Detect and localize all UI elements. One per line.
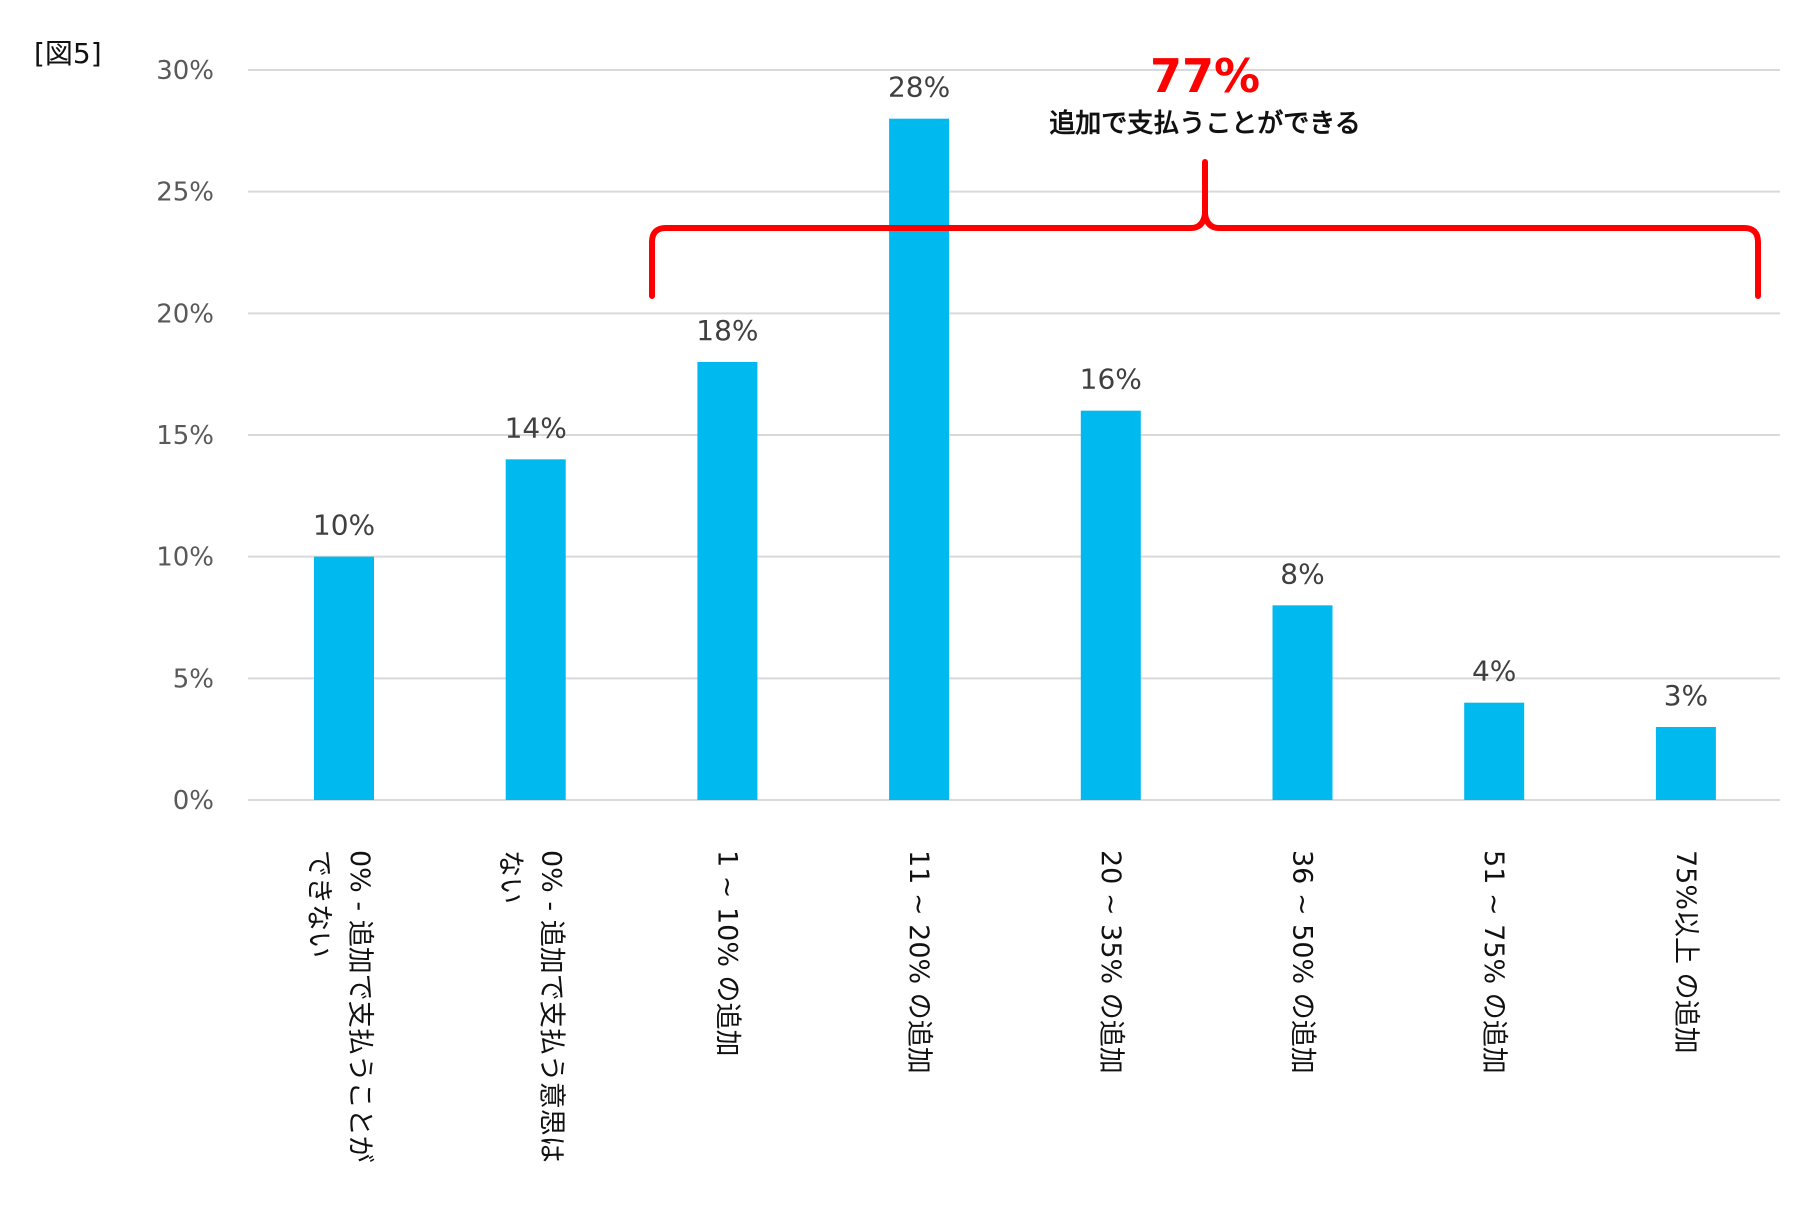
category-label-line: 0% - 追加で支払う意思は xyxy=(536,850,567,1163)
data-label: 16% xyxy=(1080,363,1142,396)
category-label-line: 1 ~ 10% の追加 xyxy=(711,850,742,1057)
category-label: 11 ~ 20% の追加 xyxy=(903,850,934,1074)
y-tick-label: 25% xyxy=(156,178,214,208)
data-label: 18% xyxy=(696,314,758,347)
gridlines xyxy=(248,69,1780,801)
y-tick-label: 5% xyxy=(173,664,214,694)
bar xyxy=(697,362,758,800)
category-label-line: 0% - 追加で支払うことが xyxy=(344,850,375,1163)
category-label-line: 20 ~ 35% の追加 xyxy=(1095,850,1126,1074)
data-label: 14% xyxy=(505,411,567,444)
bar xyxy=(1464,702,1525,800)
category-label: 20 ~ 35% の追加 xyxy=(1095,850,1126,1074)
category-label-line: できない xyxy=(303,850,334,958)
annotation-text: 追加で支払うことができる xyxy=(1049,108,1360,139)
category-label: 51 ~ 75% の追加 xyxy=(1478,850,1509,1074)
figure-label: [図5] xyxy=(34,37,102,70)
y-tick-label: 20% xyxy=(156,299,214,329)
bar xyxy=(1272,605,1333,800)
annotation-value: 77% xyxy=(1150,49,1260,103)
annotation-77-percent: 77% 追加で支払うことができる xyxy=(649,49,1761,299)
data-label: 4% xyxy=(1472,655,1516,688)
bar xyxy=(1080,410,1141,800)
category-label-line: ない xyxy=(495,850,526,904)
y-tick-label: 10% xyxy=(156,543,214,573)
annotation-bracket xyxy=(649,159,1761,299)
data-labels: 10% 14% 18% 28% 16% 8% 4% 3% xyxy=(313,71,1708,712)
y-axis-tick-labels: 0% 5% 10% 15% 20% 25% 30% xyxy=(156,56,214,816)
data-label: 10% xyxy=(313,509,375,542)
bar xyxy=(889,118,950,800)
data-label: 8% xyxy=(1280,557,1324,590)
category-label-line: 11 ~ 20% の追加 xyxy=(903,850,934,1074)
y-tick-label: 30% xyxy=(156,56,214,86)
category-label-line: 75%以上 の追加 xyxy=(1670,850,1701,1054)
category-label: 1 ~ 10% の追加 xyxy=(711,850,742,1057)
y-tick-label: 15% xyxy=(156,421,214,451)
data-label: 28% xyxy=(888,71,950,104)
y-tick-label: 0% xyxy=(173,786,214,816)
category-label-line: 36 ~ 50% の追加 xyxy=(1287,850,1318,1074)
category-label-line: 51 ~ 75% の追加 xyxy=(1478,850,1509,1074)
bars xyxy=(314,118,1716,800)
category-label: 36 ~ 50% の追加 xyxy=(1287,850,1318,1074)
bar xyxy=(1655,727,1716,800)
category-label: 75%以上 の追加 xyxy=(1670,850,1701,1054)
bar xyxy=(314,556,374,800)
bar xyxy=(505,459,566,800)
data-label: 3% xyxy=(1664,679,1708,712)
